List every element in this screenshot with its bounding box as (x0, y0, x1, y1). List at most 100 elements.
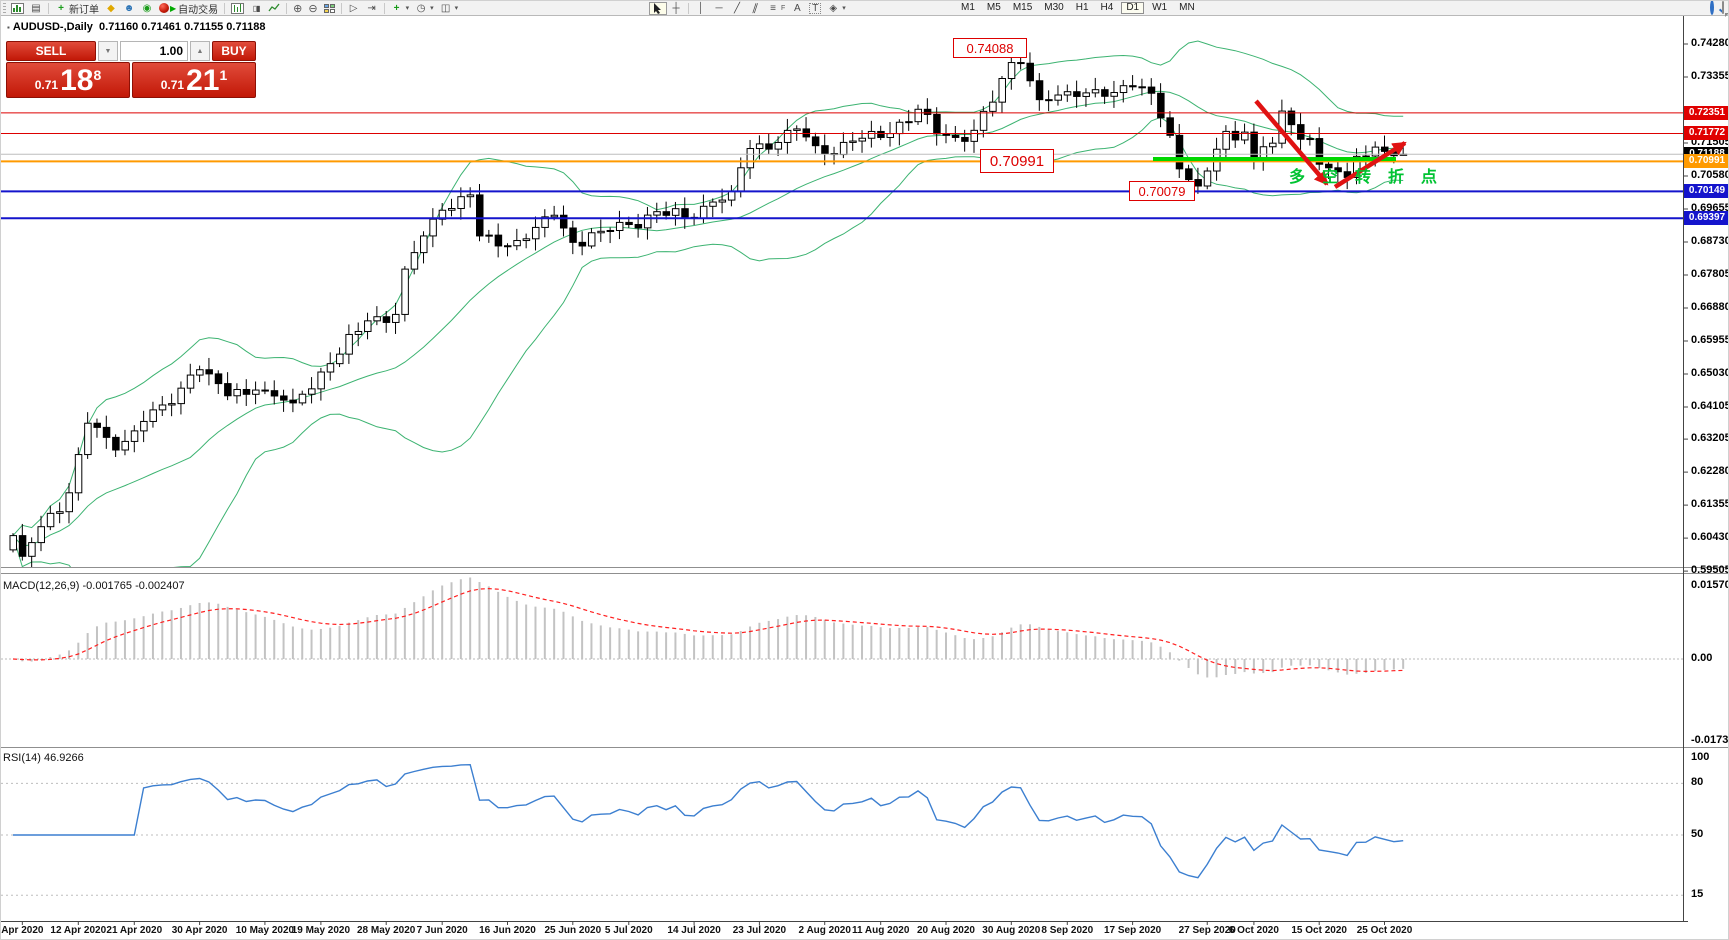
new-order-label: 新订单 (69, 4, 99, 16)
buy-price-pipette: 1 (219, 67, 228, 83)
main-price-pane (9, 40, 1408, 567)
zoom-out-icon: ⊖ (308, 2, 318, 15)
toolbar-grip (3, 3, 6, 13)
fibonacci-f-label: F (781, 4, 786, 12)
timeframe-button-M1[interactable]: M1 (961, 2, 975, 13)
timeframe-button-MN[interactable]: MN (1179, 2, 1195, 13)
rsi-line (13, 763, 1404, 879)
toolbar-separator (48, 2, 49, 14)
horizontal-line-tool-button[interactable]: ─ (710, 2, 728, 15)
timeframe-button-D1[interactable]: D1 (1121, 2, 1145, 14)
indicators-button[interactable]: + ▾ (388, 2, 413, 15)
sell-price-pipette: 8 (93, 67, 102, 83)
line-chart-icon (268, 3, 280, 12)
candlestick-chart-icon: ▯▮ (252, 3, 261, 13)
caret-down-icon: ▼ (104, 47, 112, 55)
macd-signal-line (12, 587, 1404, 673)
templates-button[interactable]: ◫ ▾ (437, 2, 462, 15)
channel-tool-button[interactable]: ∥ (746, 2, 764, 15)
toolbar-separator (224, 2, 226, 14)
label-icon: T (809, 2, 822, 14)
sell-button[interactable]: SELL (6, 41, 96, 61)
sell-button-label: SELL (35, 44, 67, 58)
vertical-line-icon: │ (697, 2, 705, 14)
bar-chart-mode-button[interactable] (228, 2, 247, 15)
toolbar-separator (286, 2, 288, 14)
sell-price-prefix: 0.71 (34, 78, 59, 92)
chevron-down-icon: ▾ (842, 5, 846, 12)
bollinger-upper-band (12, 40, 1404, 536)
templates-icon: ◫ (440, 2, 451, 14)
volume-input[interactable]: 1.00 (120, 41, 188, 61)
auto-scroll-button[interactable]: ▷ (345, 2, 363, 15)
new-order-button[interactable]: + 新订单 (52, 2, 102, 16)
indicators-plus-icon: + (393, 2, 400, 14)
signal-icon: ◉ (142, 2, 152, 14)
zoom-in-button[interactable]: ⊕ (290, 2, 305, 15)
search-button[interactable] (1710, 1, 1714, 15)
fibonacci-icon: ≡ (770, 2, 776, 14)
one-click-trade-panel: SELL ▼ 1.00 ▲ BUY 0.71 18 8 0.71 21 1 (6, 41, 256, 98)
crosshair-icon: ┼ (672, 2, 680, 14)
toolbar-separator (340, 2, 342, 14)
red-arrow-up-object[interactable] (1333, 141, 1407, 189)
tile-windows-button[interactable] (321, 2, 338, 15)
arrows-tool-button[interactable]: ◈ ▾ (824, 2, 849, 15)
timeframe-button-H4[interactable]: H4 (1100, 2, 1114, 13)
text-tool-button[interactable]: A (788, 2, 806, 15)
cursor-tool-button[interactable] (649, 1, 667, 15)
trendline-icon: ╱ (733, 2, 741, 14)
timeframe-button-M15[interactable]: M15 (1012, 2, 1033, 13)
new-order-plus-icon: + (58, 2, 64, 14)
zoom-out-button[interactable]: ⊖ (305, 2, 320, 15)
timeframe-button-W1[interactable]: W1 (1152, 2, 1168, 13)
text-icon: A (793, 2, 801, 14)
buy-price-display[interactable]: 0.71 21 1 (132, 62, 256, 98)
sell-price-display[interactable]: 0.71 18 8 (6, 62, 130, 98)
arrows-icon: ◈ (829, 2, 838, 14)
drawing-tools-group: ┼ │ ─ ╱ ∥ ≡ F A T ◈ ▾ (649, 1, 849, 15)
periods-button[interactable]: ◷ ▾ (412, 2, 437, 15)
chat-icon (1722, 1, 1724, 14)
rsi-pane (1, 763, 1683, 896)
bollinger-lower-band (12, 116, 1404, 567)
new-chart-button[interactable] (8, 2, 27, 15)
signals-button[interactable]: ◉ (138, 2, 156, 15)
chat-button[interactable] (1722, 1, 1724, 14)
red-arrow-down-object[interactable] (1254, 99, 1329, 186)
person-icon: ☻ (123, 2, 135, 14)
caret-up-icon: ▲ (196, 47, 204, 55)
autotrading-label: 自动交易 (178, 4, 219, 16)
candlestick-mode-button[interactable]: ▯▮ (247, 2, 265, 15)
line-chart-mode-button[interactable] (265, 2, 283, 15)
volume-decrease-button[interactable]: ▼ (98, 41, 118, 61)
crosshair-tool-button[interactable]: ┼ (667, 2, 685, 15)
auto-scroll-icon: ▷ (349, 2, 358, 14)
buy-button-label: BUY (221, 44, 247, 58)
buy-button[interactable]: BUY (212, 41, 256, 61)
metaeditor-diamond-icon: ◆ (107, 2, 115, 14)
toolbar-separator (688, 2, 689, 14)
volume-value: 1.00 (159, 44, 183, 58)
search-icon (1710, 1, 1714, 15)
profiles-button[interactable]: ▤ (27, 2, 45, 15)
macd-pane (1, 577, 1683, 678)
trendline-tool-button[interactable]: ╱ (728, 2, 746, 15)
label-tool-button[interactable]: T (806, 2, 824, 15)
timeframe-button-M30[interactable]: M30 (1044, 2, 1064, 13)
channel-icon: ∥ (750, 2, 760, 14)
fibonacci-tool-button[interactable]: ≡ F (764, 2, 788, 15)
chart-shift-button[interactable]: ⇥ (363, 2, 381, 15)
timeframe-button-H1[interactable]: H1 (1075, 2, 1089, 13)
autotrading-button[interactable]: ▶ 自动交易 (156, 2, 221, 16)
community-button[interactable]: ☻ (120, 2, 138, 15)
metaeditor-button[interactable]: ◆ (102, 2, 120, 15)
vertical-line-tool-button[interactable]: │ (692, 2, 710, 15)
autotrading-play-icon: ▶ (170, 3, 177, 13)
volume-increase-button[interactable]: ▲ (190, 41, 210, 61)
buy-price-prefix: 0.71 (160, 78, 185, 92)
bollinger-middle-band (12, 90, 1404, 547)
timeframe-button-M5[interactable]: M5 (986, 2, 1001, 13)
